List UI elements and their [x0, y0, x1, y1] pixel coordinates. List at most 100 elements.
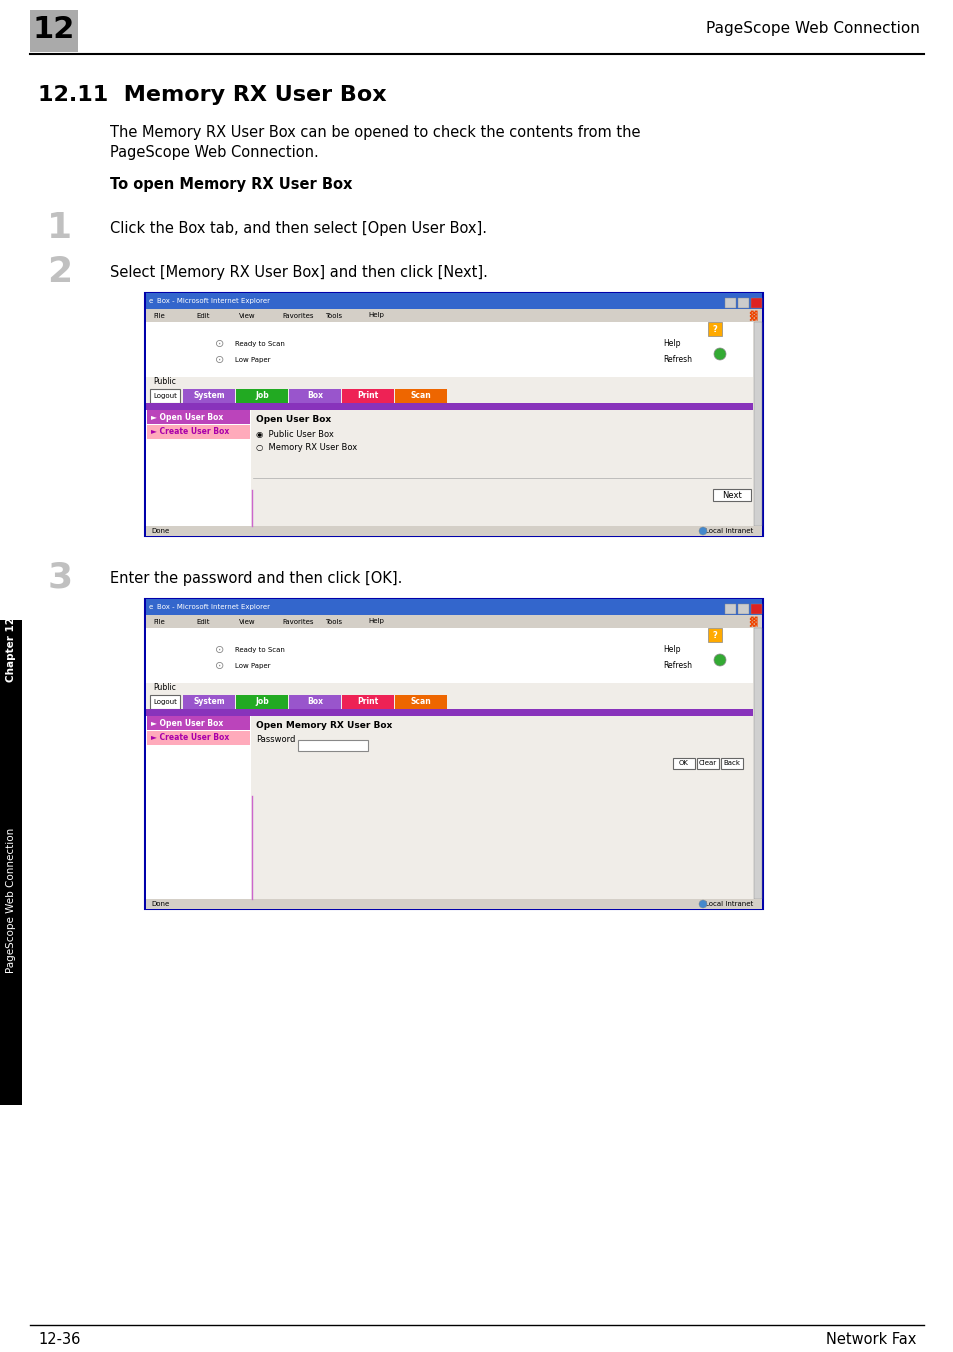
Bar	[147, 425, 250, 439]
Text: Select [Memory RX User Box] and then click [Next].: Select [Memory RX User Box] and then cli…	[110, 265, 487, 280]
Text: System: System	[193, 698, 225, 707]
Bar	[712, 489, 750, 502]
Bar	[341, 695, 394, 708]
Text: ► Open User Box: ► Open User Box	[151, 412, 223, 422]
Bar	[289, 389, 340, 403]
Bar	[146, 310, 761, 322]
Text: 12.11  Memory RX User Box: 12.11 Memory RX User Box	[38, 85, 386, 105]
Text: Print: Print	[357, 392, 378, 400]
Text: Favorites: Favorites	[282, 618, 314, 625]
Bar	[146, 403, 752, 410]
Circle shape	[699, 527, 706, 535]
Bar	[146, 526, 761, 535]
Text: Network Fax: Network Fax	[824, 1333, 915, 1348]
Text: The Memory RX User Box can be opened to check the contents from the: The Memory RX User Box can be opened to …	[110, 126, 639, 141]
Bar	[146, 322, 752, 377]
Bar	[146, 293, 761, 310]
Text: Local Intranet: Local Intranet	[704, 529, 752, 534]
Text: Next: Next	[721, 491, 741, 499]
Text: PageScope Web Connection: PageScope Web Connection	[705, 20, 919, 35]
Bar	[145, 599, 762, 909]
Text: Tools: Tools	[325, 618, 342, 625]
Bar	[697, 758, 719, 769]
Text: File: File	[152, 618, 165, 625]
Bar	[0, 621, 22, 1105]
Text: Clear: Clear	[699, 760, 717, 767]
Text: View: View	[239, 312, 255, 319]
Text: ▓: ▓	[749, 311, 757, 320]
Text: 12: 12	[32, 15, 75, 45]
Circle shape	[699, 900, 706, 909]
Text: Box: Box	[307, 392, 323, 400]
Text: Job: Job	[254, 392, 269, 400]
Bar	[147, 410, 250, 425]
Text: ► Open User Box: ► Open User Box	[151, 718, 223, 727]
Bar	[146, 708, 752, 717]
Text: Edit: Edit	[195, 312, 210, 319]
Bar	[146, 627, 761, 899]
Bar	[341, 389, 394, 403]
Text: ⊙: ⊙	[215, 645, 225, 654]
Text: System: System	[193, 392, 225, 400]
Text: Edit: Edit	[195, 618, 210, 625]
Text: 2: 2	[48, 256, 72, 289]
Text: Enter the password and then click [OK].: Enter the password and then click [OK].	[110, 571, 402, 585]
Bar	[146, 599, 761, 615]
Bar	[150, 389, 180, 403]
Text: ⊙: ⊙	[215, 356, 225, 365]
Bar	[146, 899, 761, 909]
Text: ?: ?	[712, 631, 717, 641]
Text: Refresh: Refresh	[662, 661, 691, 671]
Bar	[738, 297, 748, 308]
Bar	[183, 695, 234, 708]
Text: Box: Box	[307, 698, 323, 707]
Bar	[146, 717, 251, 899]
Bar	[753, 322, 761, 526]
Text: Tools: Tools	[325, 312, 342, 319]
Text: Favorites: Favorites	[282, 312, 314, 319]
Text: ○  Memory RX User Box: ○ Memory RX User Box	[255, 443, 356, 453]
Bar	[724, 297, 735, 308]
Text: Public: Public	[152, 377, 175, 387]
Text: File: File	[152, 312, 165, 319]
Text: Chapter 12: Chapter 12	[6, 618, 16, 683]
Bar	[289, 695, 340, 708]
Text: 12-36: 12-36	[38, 1333, 80, 1348]
Text: ⊙: ⊙	[215, 661, 225, 671]
Text: Scan: Scan	[410, 698, 431, 707]
Bar	[147, 717, 250, 730]
Text: Logout: Logout	[152, 699, 176, 704]
Text: PageScope Web Connection.: PageScope Web Connection.	[110, 146, 318, 161]
Text: Password: Password	[255, 735, 295, 745]
Bar	[395, 389, 447, 403]
Bar	[146, 627, 752, 683]
Text: To open Memory RX User Box: To open Memory RX User Box	[110, 177, 352, 192]
Text: Low Paper: Low Paper	[234, 357, 271, 362]
Text: Done: Done	[151, 529, 169, 534]
Text: ▓: ▓	[749, 617, 757, 626]
Text: Public: Public	[152, 684, 175, 692]
Text: ⊙: ⊙	[215, 339, 225, 349]
Text: OK: OK	[679, 760, 688, 767]
Bar	[753, 627, 761, 899]
Bar	[147, 731, 250, 745]
Bar	[146, 322, 761, 526]
Text: Help: Help	[662, 339, 679, 349]
Text: ► Create User Box: ► Create User Box	[151, 734, 229, 742]
Text: Help: Help	[662, 645, 679, 654]
Bar	[750, 604, 761, 614]
Bar	[145, 293, 762, 535]
Text: PageScope Web Connection: PageScope Web Connection	[6, 827, 16, 972]
Text: Ready to Scan: Ready to Scan	[234, 341, 285, 347]
Bar	[724, 604, 735, 614]
Bar	[30, 9, 78, 51]
Bar	[395, 695, 447, 708]
Bar	[235, 695, 288, 708]
Bar	[750, 297, 761, 308]
Text: Refresh: Refresh	[662, 356, 691, 365]
Text: Ready to Scan: Ready to Scan	[234, 648, 285, 653]
Text: e: e	[149, 297, 153, 304]
Text: Job: Job	[254, 698, 269, 707]
Bar	[738, 604, 748, 614]
Text: Local Intranet: Local Intranet	[704, 900, 752, 907]
